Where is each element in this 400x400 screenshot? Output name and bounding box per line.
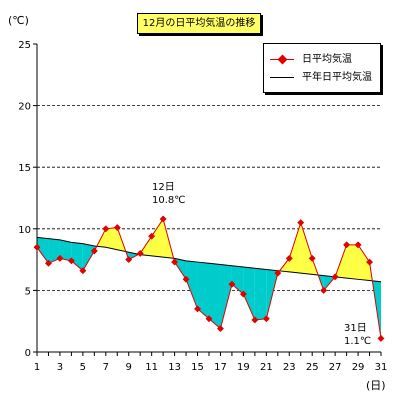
y-tick-label: 15 [18,163,31,174]
x-tick-label: 7 [103,362,109,373]
data-point [113,224,121,232]
data-point [354,241,362,249]
x-tick-label: 1 [34,362,40,373]
markers [33,215,385,343]
fill-area [220,264,232,329]
annotation-max-day: 12日 [152,182,175,193]
data-point [239,290,247,298]
legend-label-daily: 日平均気温 [302,54,352,65]
y-tick-label: 0 [25,348,31,359]
data-point [228,280,236,288]
data-point [331,273,339,281]
legend-label-normal: 平年日平均気温 [302,72,372,83]
data-point [365,258,374,266]
data-point [308,254,316,262]
fill-area [82,243,95,271]
x-tick-label: 27 [329,362,342,373]
chart-title: 12月の日平均気温の推移 [137,13,261,34]
data-point [79,267,87,275]
fill-area [105,227,118,250]
x-tick-label: 25 [306,362,319,373]
data-point [285,254,293,262]
data-point [33,243,41,251]
x-tick-label: 15 [191,362,204,373]
data-point [377,334,385,343]
grid-lines [37,105,381,291]
legend: 日平均気温 平年日平均気温 [263,43,381,93]
data-point [193,305,202,313]
fill-area [358,244,370,281]
x-tick-label: 9 [126,362,132,373]
x-tick-label: 17 [214,362,227,373]
axes [33,43,382,356]
data-point [205,315,213,323]
fill-area [186,260,198,309]
fill-area [151,218,164,258]
data-point [136,249,144,257]
fill-area [346,244,359,280]
fill-area [231,265,244,295]
x-tick-label: 19 [237,362,250,373]
x-tick-label: 3 [57,362,63,373]
fill-area [197,262,209,319]
x-tick-label: 21 [260,362,273,373]
data-point [343,241,351,249]
fill-area [300,222,313,275]
fill-area [37,237,49,264]
x-tick-label: 11 [145,362,158,373]
legend-item-normal: 平年日平均気温 [270,70,378,86]
legend-marker-daily [277,54,288,65]
data-point [56,254,64,262]
data-point [274,269,282,277]
x-tick-label: 13 [168,362,181,373]
fill-area [254,268,267,320]
fill-area [71,242,83,271]
data-point [297,219,305,227]
x-axis-unit: (日) [366,379,386,392]
data-point [171,258,179,266]
annotation-max-value: 10.8℃ [152,195,186,206]
data-point [125,256,133,264]
legend-line-normal [270,77,294,78]
y-tick-label: 10 [18,225,31,236]
x-tick-label: 29 [352,362,365,373]
data-point [67,257,75,265]
annotation-last-day: 31日 [344,323,367,334]
y-axis-unit: (℃) [8,14,29,27]
data-point [159,215,167,223]
annotation-last-value: 1.1℃ [344,336,372,347]
data-point [102,225,110,233]
data-point [44,259,53,267]
fill-area [243,266,255,320]
data-point [262,315,270,323]
x-tick-label: 31 [375,362,388,373]
fill-area [289,222,301,274]
fill-area [209,263,221,329]
annotation-max: 12日 10.8℃ [152,181,186,207]
data-point [251,316,259,324]
y-tick-label: 25 [18,40,31,51]
x-tick-label: 23 [283,362,296,373]
fill-area [48,238,60,264]
data-point [216,325,225,333]
y-tick-label: 5 [25,286,31,297]
annotation-last: 31日 1.1℃ [344,322,371,348]
fill-area [174,258,187,280]
data-point [148,232,156,240]
series-line-normal [36,236,382,283]
fill-area [59,239,72,261]
data-point [320,286,328,294]
data-point [182,275,190,283]
y-tick-label: 20 [18,102,31,113]
legend-item-daily: 日平均気温 [270,52,378,68]
data-point [90,247,98,255]
x-tick-label: 5 [80,362,86,373]
